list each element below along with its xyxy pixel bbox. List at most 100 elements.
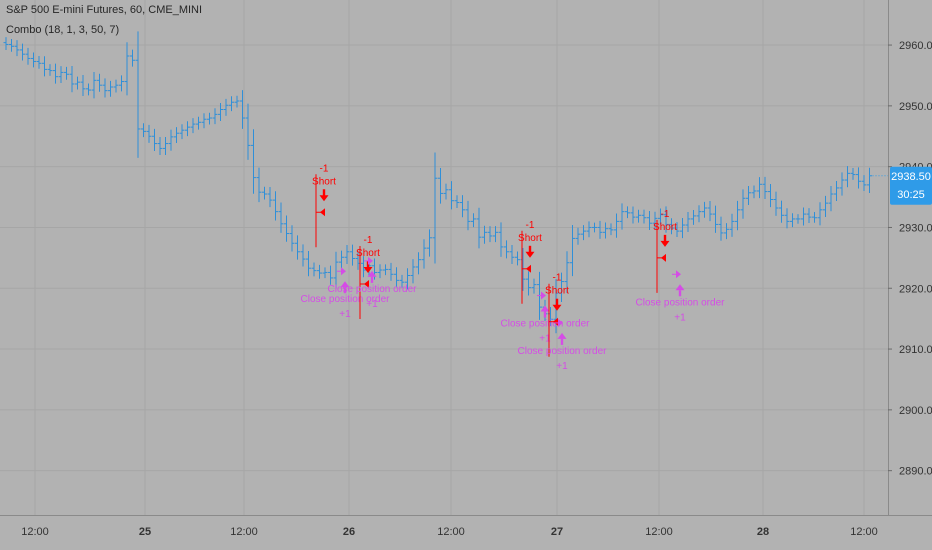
price-bar (724, 223, 729, 240)
x-tick-label: 12:00 (437, 526, 465, 538)
short-qty-label: -1 (526, 220, 535, 231)
price-bar (86, 83, 91, 96)
short-arrow-head (319, 195, 329, 202)
price-bar (608, 223, 614, 236)
price-bar (526, 271, 531, 296)
price-bar (487, 226, 493, 243)
short-arrow-head (552, 304, 562, 311)
price-bar (647, 210, 652, 230)
short-arrow-head (660, 240, 670, 247)
price-bar (174, 127, 179, 144)
price-bar (460, 195, 465, 218)
short-signal-label: Short (545, 286, 569, 297)
price-bar (575, 227, 581, 245)
price-bar (317, 264, 322, 279)
close-order-marker: Close position order+1 (301, 267, 390, 320)
price-bar (630, 206, 636, 224)
price-bar (416, 252, 421, 275)
price-bar (179, 124, 185, 140)
price-bar (300, 244, 306, 267)
close-arrow-head (540, 305, 550, 312)
price-bar (449, 181, 454, 210)
price-bar (856, 167, 861, 189)
price-bar (306, 251, 311, 277)
close-order-marker: Close position order+1 (501, 291, 590, 345)
price-bar (509, 245, 515, 265)
price-bar (839, 172, 845, 196)
price-bar (674, 222, 680, 238)
close-qty-label: +1 (539, 334, 551, 345)
price-bar (729, 213, 735, 237)
price-bar (592, 222, 597, 233)
price-bar (311, 262, 317, 277)
close-arrow-head (557, 332, 567, 339)
price-bar (735, 200, 740, 231)
x-tick-label: 12:00 (645, 526, 673, 538)
short-signal-label: Short (518, 233, 542, 244)
price-bar (603, 222, 608, 239)
x-tick-label: 26 (343, 526, 355, 538)
close-qty-label: +1 (339, 309, 351, 320)
close-arrow-shaft (343, 287, 347, 294)
entry-arrow-left (526, 264, 531, 273)
price-bar (812, 212, 817, 223)
entry-arrow-left (364, 280, 369, 289)
x-tick-label: 12:00 (230, 526, 258, 538)
price-bar (669, 218, 674, 235)
price-bar (223, 98, 229, 116)
close-order-marker: Close position order+1 (518, 318, 608, 372)
grid-lines (0, 0, 888, 515)
price-bar (515, 251, 520, 266)
price-bar (201, 113, 207, 129)
indicator-legend[interactable]: Combo (18, 1, 3, 50, 7) (6, 24, 120, 36)
price-bar (218, 102, 223, 121)
price-bar (278, 202, 284, 233)
close-signal-label: Close position order (328, 284, 418, 295)
price-bar (482, 225, 487, 244)
short-arrow-head (525, 251, 535, 258)
x-tick-label: 12:00 (21, 526, 49, 538)
price-bar (817, 202, 823, 226)
price-bar (333, 251, 339, 289)
close-signal-label: Close position order (518, 346, 608, 357)
price-bar (141, 123, 146, 138)
short-arrow-head (363, 267, 373, 274)
price-bar (108, 80, 113, 97)
price-bar (586, 221, 592, 238)
price-bar (383, 264, 388, 276)
entry-arrow-left (320, 208, 325, 217)
y-tick-label: 2950.00 (899, 101, 932, 113)
price-bar (53, 63, 58, 84)
price-bar (256, 167, 262, 203)
price-bar (746, 186, 751, 206)
price-bar (289, 225, 295, 252)
price-bar (251, 129, 256, 194)
price-bar (229, 96, 234, 112)
price-bar (64, 66, 69, 80)
price-bar (135, 31, 141, 158)
price-bar (520, 248, 526, 291)
price-bar (339, 250, 344, 269)
price-bar (119, 75, 124, 92)
price-bar (69, 65, 75, 93)
price-bar (751, 185, 757, 199)
price-bar (773, 191, 779, 216)
close-arrow-head (675, 284, 685, 291)
symbol-title[interactable]: S&P 500 E-mini Futures, 60, CME_MINI (6, 4, 203, 16)
price-bar (641, 209, 647, 224)
price-bar (25, 47, 31, 65)
price-bar (322, 267, 328, 279)
price-bar (58, 66, 64, 84)
short-arrow-shaft (555, 298, 559, 306)
price-bar (465, 200, 471, 231)
close-arrow-head (340, 281, 350, 288)
price-bar (157, 136, 163, 155)
price-bar (806, 208, 812, 224)
last-price-label: 2938.50 (891, 171, 931, 183)
entry-arrow-left (553, 317, 558, 326)
ohlc-bars (3, 31, 872, 334)
price-bar (394, 267, 399, 288)
x-tick-label: 25 (139, 526, 151, 538)
